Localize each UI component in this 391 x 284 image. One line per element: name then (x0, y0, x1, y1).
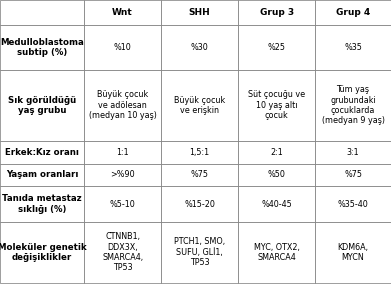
Bar (161, 0, 238, 25)
Bar (238, 0, 315, 25)
Text: SHH: SHH (189, 8, 210, 17)
Text: Medulloblastoma
subtip (%): Medulloblastoma subtip (%) (0, 38, 84, 57)
Bar (315, 0, 391, 25)
Text: %75: %75 (344, 170, 362, 179)
Text: Sık görüldüğü
yaş grubu: Sık görüldüğü yaş grubu (8, 96, 76, 115)
Bar (0, 186, 84, 222)
Bar (84, 0, 161, 25)
Text: Wnt: Wnt (112, 8, 133, 17)
Text: %25: %25 (267, 43, 286, 52)
Text: CTNNB1,
DDX3X,
SMARCA4,
TP53: CTNNB1, DDX3X, SMARCA4, TP53 (102, 232, 143, 272)
Bar (0, 222, 84, 283)
Text: PTCH1, SMO,
SUFU, GLİ1,
TP53: PTCH1, SMO, SUFU, GLİ1, TP53 (174, 237, 225, 267)
Bar (0, 25, 84, 70)
Bar (0, 141, 84, 164)
Text: 2:1: 2:1 (270, 148, 283, 157)
Bar (238, 70, 315, 141)
Bar (84, 222, 161, 283)
Text: Yaşam oranları: Yaşam oranları (6, 170, 78, 179)
Bar (238, 141, 315, 164)
Text: %5-10: %5-10 (110, 200, 135, 208)
Text: Tüm yaş
grubundaki
çocuklarda
(medyan 9 yaş): Tüm yaş grubundaki çocuklarda (medyan 9 … (321, 85, 385, 126)
Bar (315, 70, 391, 141)
Bar (161, 222, 238, 283)
Text: 3:1: 3:1 (347, 148, 359, 157)
Text: Erkek:Kız oranı: Erkek:Kız oranı (5, 148, 79, 157)
Bar (0, 70, 84, 141)
Text: %40-45: %40-45 (261, 200, 292, 208)
Text: %35-40: %35-40 (338, 200, 368, 208)
Bar (84, 70, 161, 141)
Text: Grup 4: Grup 4 (336, 8, 370, 17)
Bar (161, 164, 238, 186)
Bar (238, 25, 315, 70)
Text: MYC, OTX2,
SMARCA4: MYC, OTX2, SMARCA4 (254, 243, 300, 262)
Text: 1:1: 1:1 (116, 148, 129, 157)
Text: %15-20: %15-20 (184, 200, 215, 208)
Text: 1,5:1: 1,5:1 (190, 148, 210, 157)
Bar (0, 0, 84, 25)
Bar (238, 222, 315, 283)
Text: Grup 3: Grup 3 (260, 8, 294, 17)
Text: %35: %35 (344, 43, 362, 52)
Text: %50: %50 (268, 170, 285, 179)
Bar (84, 164, 161, 186)
Text: >%90: >%90 (110, 170, 135, 179)
Text: %10: %10 (114, 43, 131, 52)
Text: KDM6A,
MYCN: KDM6A, MYCN (337, 243, 369, 262)
Bar (161, 25, 238, 70)
Bar (315, 25, 391, 70)
Bar (84, 186, 161, 222)
Bar (315, 141, 391, 164)
Bar (161, 141, 238, 164)
Text: Süt çocuğu ve
10 yaş altı
çocuk: Süt çocuğu ve 10 yaş altı çocuk (248, 90, 305, 120)
Text: %75: %75 (190, 170, 209, 179)
Bar (84, 25, 161, 70)
Bar (0, 164, 84, 186)
Text: Tanıda metastaz
sıklığı (%): Tanıda metastaz sıklığı (%) (2, 194, 82, 214)
Bar (161, 70, 238, 141)
Bar (238, 186, 315, 222)
Bar (238, 164, 315, 186)
Bar (84, 141, 161, 164)
Bar (315, 164, 391, 186)
Text: %30: %30 (191, 43, 208, 52)
Bar (315, 186, 391, 222)
Text: Büyük çocuk
ve erişkin: Büyük çocuk ve erişkin (174, 96, 225, 115)
Bar (161, 186, 238, 222)
Text: Büyük çocuk
ve adölesan
(medyan 10 yaş): Büyük çocuk ve adölesan (medyan 10 yaş) (89, 90, 156, 120)
Bar (315, 222, 391, 283)
Text: Moleküler genetik
değişiklikler: Moleküler genetik değişiklikler (0, 243, 86, 262)
